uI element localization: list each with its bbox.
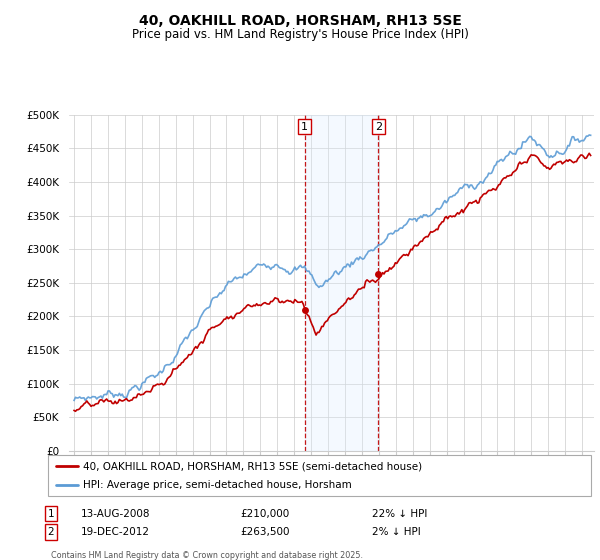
- FancyBboxPatch shape: [48, 455, 591, 496]
- Text: 22% ↓ HPI: 22% ↓ HPI: [372, 508, 427, 519]
- Text: 19-DEC-2012: 19-DEC-2012: [81, 527, 150, 537]
- Text: Price paid vs. HM Land Registry's House Price Index (HPI): Price paid vs. HM Land Registry's House …: [131, 28, 469, 41]
- Bar: [305, 115, 379, 451]
- Text: HPI: Average price, semi-detached house, Horsham: HPI: Average price, semi-detached house,…: [83, 480, 352, 489]
- Text: 40, OAKHILL ROAD, HORSHAM, RH13 5SE: 40, OAKHILL ROAD, HORSHAM, RH13 5SE: [139, 14, 461, 28]
- Text: 2: 2: [375, 122, 382, 132]
- Text: 1: 1: [301, 122, 308, 132]
- Text: 2% ↓ HPI: 2% ↓ HPI: [372, 527, 421, 537]
- Text: 1: 1: [47, 508, 55, 519]
- Text: £210,000: £210,000: [240, 508, 289, 519]
- Text: £263,500: £263,500: [240, 527, 290, 537]
- Text: 2: 2: [47, 527, 55, 537]
- Text: Contains HM Land Registry data © Crown copyright and database right 2025.
This d: Contains HM Land Registry data © Crown c…: [51, 551, 363, 560]
- Text: 40, OAKHILL ROAD, HORSHAM, RH13 5SE (semi-detached house): 40, OAKHILL ROAD, HORSHAM, RH13 5SE (sem…: [83, 461, 422, 471]
- Text: 13-AUG-2008: 13-AUG-2008: [81, 508, 151, 519]
